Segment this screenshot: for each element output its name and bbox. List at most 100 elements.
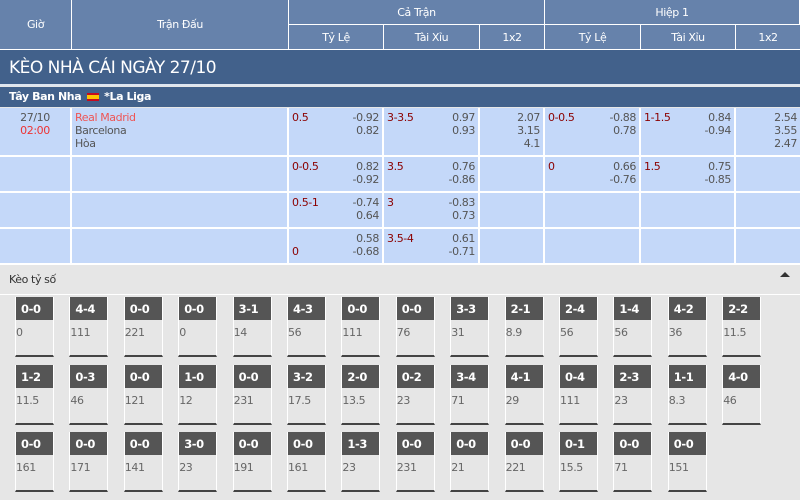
- ft-handicap-odds[interactable]: 0.58: [356, 232, 379, 245]
- score-card[interactable]: 0-0 231: [232, 365, 272, 425]
- score-card[interactable]: 4-2 36: [667, 297, 707, 357]
- score-card[interactable]: 0-0 221: [504, 432, 544, 492]
- odds-1x2[interactable]: 2.07: [517, 111, 540, 124]
- ft-handicap-odds[interactable]: 0.82: [356, 160, 379, 173]
- score-card[interactable]: 4-1 29: [504, 365, 544, 425]
- score-card[interactable]: 3-4 71: [450, 365, 490, 425]
- table-cell: 0.5-1 -0.74 0.64: [289, 193, 384, 229]
- ft-over-under-line: 3.5-4: [387, 232, 414, 245]
- score-card[interactable]: 2-1 8.9: [504, 297, 544, 357]
- score-card[interactable]: 1-0 12: [178, 365, 218, 425]
- score-card[interactable]: 0-0 151: [667, 432, 707, 492]
- score-card[interactable]: 0-0 161: [15, 432, 54, 492]
- col-h1-handicap: Tỷ Lệ: [545, 25, 641, 50]
- score-card[interactable]: 0-2 23: [395, 365, 435, 425]
- odds-1x2[interactable]: 3.55: [774, 124, 797, 137]
- h1-over-under-odds[interactable]: 0.75: [708, 160, 731, 173]
- score-card[interactable]: 0-0 76: [395, 297, 435, 357]
- score-card[interactable]: 4-0 46: [722, 365, 762, 425]
- score-card[interactable]: 1-3 23: [341, 432, 381, 492]
- score-card[interactable]: 0-0 141: [123, 432, 163, 492]
- ft-handicap-odds[interactable]: -0.92: [352, 173, 380, 186]
- ft-handicap-odds[interactable]: 0.64: [356, 209, 379, 222]
- score-card[interactable]: 0-3 46: [69, 365, 109, 425]
- ft-handicap-odds[interactable]: -0.92: [352, 111, 380, 124]
- score-card[interactable]: 2-2 11.5: [722, 297, 762, 357]
- score-card[interactable]: 4-3 56: [287, 297, 326, 357]
- score-label: 0-0: [505, 432, 543, 455]
- ft-over-under-odds[interactable]: 0.61: [452, 232, 475, 245]
- collapse-arrow-icon[interactable]: [780, 272, 790, 277]
- score-card[interactable]: 0-0 231: [395, 432, 435, 492]
- score-card[interactable]: 0-0 191: [232, 432, 272, 492]
- score-card[interactable]: 0-0 0: [178, 297, 218, 357]
- col-ft-1x2: 1x2: [480, 25, 545, 50]
- ft-over-under-odds[interactable]: -0.83: [448, 196, 476, 209]
- score-card[interactable]: 0-0 111: [341, 297, 381, 357]
- score-card[interactable]: 3-0 23: [178, 432, 218, 492]
- h1-handicap-odds[interactable]: -0.88: [609, 111, 637, 124]
- ft-handicap-odds[interactable]: -0.68: [352, 245, 380, 258]
- score-label: 0-0: [124, 297, 162, 320]
- score-card[interactable]: 2-0 13.5: [341, 365, 381, 425]
- odds-1x2[interactable]: 2.54: [774, 111, 797, 124]
- score-card[interactable]: 0-0 21: [450, 432, 490, 492]
- score-card[interactable]: 2-3 23: [613, 365, 653, 425]
- ft-over-under-odds[interactable]: 0.93: [452, 124, 475, 137]
- ft-handicap-odds[interactable]: 0.82: [356, 124, 379, 137]
- score-odds: 46: [70, 394, 84, 407]
- score-card[interactable]: 0-0 121: [123, 365, 163, 425]
- table-cell: 0 0.58 -0.68: [289, 229, 384, 265]
- score-card[interactable]: 1-1 8.3: [667, 365, 707, 425]
- correct-score-header[interactable]: Kèo tỷ số: [0, 265, 800, 295]
- ft-over-under-odds[interactable]: 0.76: [452, 160, 475, 173]
- score-card[interactable]: 0-0 161: [287, 432, 326, 492]
- score-odds: 151: [668, 461, 689, 474]
- table-cell: 3.5 0.76 -0.86: [384, 157, 480, 193]
- table-cell: Real Madrid Barcelona Hòa: [72, 108, 289, 157]
- score-label: 3-4: [451, 365, 489, 388]
- h1-over-under-odds[interactable]: 0.84: [708, 111, 731, 124]
- score-odds: 111: [342, 326, 363, 339]
- score-card[interactable]: 4-4 111: [69, 297, 109, 357]
- away-team[interactable]: Barcelona: [75, 124, 127, 137]
- score-card[interactable]: 0-4 111: [559, 365, 598, 425]
- ft-over-under-odds[interactable]: 0.97: [452, 111, 475, 124]
- score-odds: 161: [288, 461, 308, 474]
- ft-over-under-odds[interactable]: -0.86: [448, 173, 476, 186]
- score-card[interactable]: 3-1 14: [232, 297, 272, 357]
- score-card[interactable]: 3-3 31: [450, 297, 490, 357]
- score-label: 2-1: [505, 297, 543, 320]
- league-country: Tây Ban Nha: [9, 90, 82, 103]
- score-card[interactable]: 0-0 0: [15, 297, 54, 357]
- ft-handicap-odds[interactable]: -0.74: [352, 196, 380, 209]
- score-label: 3-3: [451, 297, 489, 320]
- h1-handicap-odds[interactable]: -0.76: [609, 173, 637, 186]
- score-card[interactable]: 1-2 11.5: [15, 365, 54, 425]
- league-header[interactable]: Tây Ban Nha *La Liga: [0, 87, 800, 107]
- score-card[interactable]: 0-1 15.5: [559, 432, 598, 492]
- score-card[interactable]: 3-2 17.5: [287, 365, 326, 425]
- score-card[interactable]: 1-4 56: [613, 297, 653, 357]
- ft-over-under-odds[interactable]: -0.71: [448, 245, 476, 258]
- score-label: 3-1: [233, 297, 271, 320]
- h1-handicap-odds[interactable]: 0.78: [613, 124, 636, 137]
- score-label: 4-4: [70, 297, 108, 320]
- ft-over-under-odds[interactable]: 0.73: [452, 209, 475, 222]
- h1-over-under-odds[interactable]: -0.94: [704, 124, 732, 137]
- h1-handicap-odds[interactable]: 0.66: [613, 160, 636, 173]
- score-card[interactable]: 0-0 71: [613, 432, 653, 492]
- home-team[interactable]: Real Madrid: [75, 111, 136, 124]
- table-cell: [0, 229, 72, 265]
- score-label: 0-0: [124, 432, 162, 455]
- score-label: 0-0: [16, 432, 53, 455]
- score-card[interactable]: 0-0 171: [69, 432, 109, 492]
- h1-over-under-odds[interactable]: -0.85: [704, 173, 732, 186]
- odds-1x2[interactable]: 2.47: [774, 137, 797, 150]
- table-cell: 3-3.5 0.97 0.93: [384, 108, 480, 157]
- odds-1x2[interactable]: 4.1: [523, 137, 541, 150]
- score-card[interactable]: 0-0 221: [123, 297, 163, 357]
- score-card[interactable]: 2-4 56: [559, 297, 598, 357]
- odds-1x2[interactable]: 3.15: [517, 124, 540, 137]
- score-odds: 23: [342, 461, 356, 474]
